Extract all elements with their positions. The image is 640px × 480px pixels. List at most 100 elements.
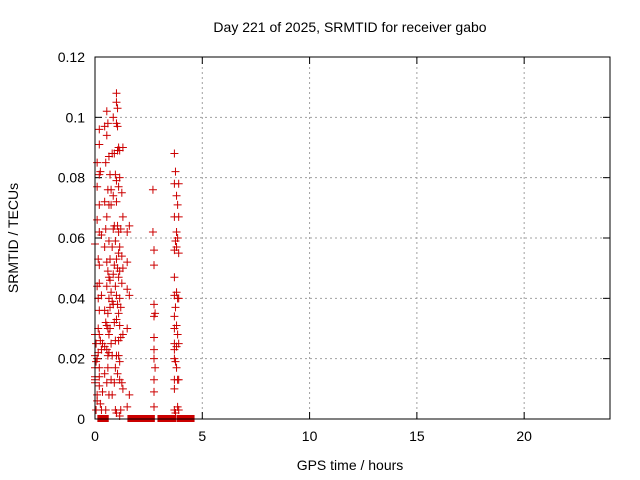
data-point — [150, 387, 159, 396]
data-point — [93, 354, 102, 363]
data-point — [112, 315, 121, 324]
data-point — [109, 270, 118, 279]
data-point — [112, 197, 121, 206]
data-point — [118, 143, 127, 152]
data-point — [174, 375, 183, 384]
data-point — [101, 158, 110, 167]
data-point — [98, 387, 107, 396]
data-point — [113, 104, 122, 113]
x-tick-label: 0 — [91, 428, 99, 444]
data-point — [97, 291, 106, 300]
data-point — [110, 378, 119, 387]
data-point — [95, 372, 104, 381]
data-point — [150, 300, 159, 309]
data-point — [116, 224, 125, 233]
data-point — [108, 243, 117, 252]
data-point — [115, 321, 124, 330]
data-point — [117, 252, 126, 261]
data-point — [114, 351, 123, 360]
data-point — [95, 140, 104, 149]
data-point — [173, 234, 182, 242]
data-point — [103, 267, 112, 276]
data-point — [100, 197, 109, 206]
data-point — [118, 212, 127, 221]
data-point — [107, 200, 116, 209]
y-tick-label: 0.08 — [58, 170, 85, 186]
y-tick-label: 0.12 — [58, 49, 85, 65]
data-point — [93, 158, 102, 167]
data-point — [174, 179, 183, 188]
x-tick-label: 20 — [516, 428, 532, 444]
data-point — [100, 369, 109, 378]
data-point — [150, 402, 159, 411]
data-point — [115, 243, 124, 252]
data-point — [148, 185, 157, 194]
axis-ticks: 0 0.02 0.04 0.06 0.08 0.1 0.12 0 5 10 15 20 — [58, 49, 610, 444]
data-point — [94, 255, 103, 264]
data-point — [102, 131, 111, 140]
data-point — [174, 405, 183, 414]
data-point — [111, 170, 120, 179]
data-point — [95, 125, 104, 134]
data-point — [106, 276, 115, 285]
data-point — [95, 279, 104, 288]
y-tick-label: 0.06 — [58, 230, 85, 246]
data-point — [172, 191, 181, 200]
data-point — [125, 291, 134, 300]
data-point — [106, 324, 115, 333]
data-point — [103, 363, 112, 372]
data-point — [107, 339, 116, 348]
data-point — [125, 390, 134, 399]
data-point — [151, 309, 160, 318]
data-point — [107, 185, 116, 194]
data-point — [123, 258, 132, 267]
data-point — [170, 312, 179, 321]
y-axis-label: SRMTID / TECUs — [5, 183, 21, 293]
data-point — [171, 357, 180, 366]
data-point — [101, 405, 110, 414]
y-tick-label: 0.1 — [66, 109, 86, 125]
data-point — [150, 354, 159, 363]
data-point — [95, 200, 104, 209]
data-point — [107, 288, 116, 297]
data-point — [172, 321, 181, 330]
data-point — [97, 230, 106, 239]
data-point — [111, 237, 120, 246]
data-point — [172, 243, 181, 252]
data-point — [173, 200, 182, 209]
data-point — [96, 167, 105, 176]
data-point — [170, 273, 179, 282]
data-point — [95, 363, 104, 372]
data-point — [100, 243, 109, 252]
data-point — [93, 215, 102, 224]
x-tick-label: 15 — [409, 428, 425, 444]
data-point — [102, 212, 111, 221]
data-point — [112, 98, 121, 107]
data-point — [113, 369, 122, 378]
data-point — [109, 191, 118, 200]
data-point — [111, 363, 120, 372]
data-points — [91, 89, 195, 422]
data-point — [173, 330, 182, 339]
y-tick-label: 0 — [77, 411, 85, 427]
data-point — [117, 188, 126, 197]
data-point — [170, 384, 179, 393]
data-point — [151, 363, 160, 372]
data-point — [116, 303, 125, 312]
data-point — [123, 285, 132, 294]
data-point — [117, 279, 126, 288]
data-point — [150, 345, 159, 354]
data-point — [123, 402, 132, 411]
data-point — [103, 119, 112, 128]
data-point — [103, 309, 112, 318]
data-point — [114, 273, 123, 282]
data-point — [112, 89, 121, 98]
data-point — [112, 255, 121, 264]
data-point — [114, 182, 123, 191]
y-tick-label: 0.04 — [58, 290, 85, 306]
data-point — [118, 264, 127, 273]
data-point — [123, 227, 132, 236]
data-point — [102, 107, 111, 116]
data-point — [171, 167, 180, 176]
